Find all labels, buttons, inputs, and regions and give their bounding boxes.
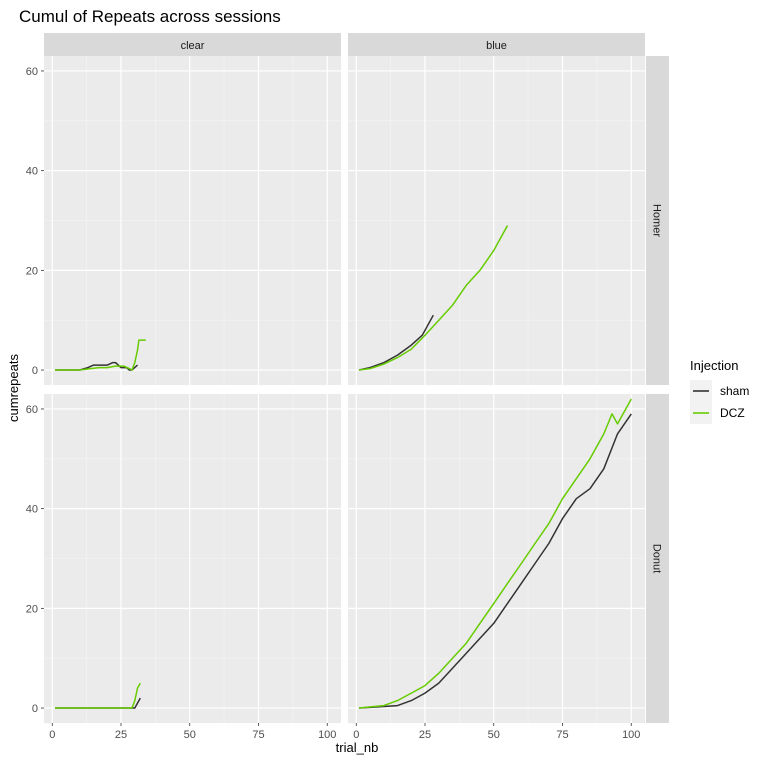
y-tick-label: 60: [26, 404, 38, 416]
x-tick-label: 50: [184, 729, 196, 741]
strip-label: blue: [486, 40, 507, 52]
panel-blue-Donut: 0 25 50 75 100: [348, 394, 645, 741]
series-line-DCZ: [55, 339, 146, 371]
panel-blue-Homer: [348, 56, 645, 385]
series-line-DCZ: [55, 682, 141, 709]
y-tick-label: 40: [26, 504, 38, 516]
x-tick-label: 75: [252, 729, 264, 741]
chart-title: Cumul of Repeats across sessions: [19, 7, 281, 26]
x-tick-label: 0: [49, 729, 55, 741]
x-tick-label: 100: [622, 729, 640, 741]
x-tick-label: 50: [488, 729, 500, 741]
x-tick-label: 25: [115, 729, 127, 741]
panel-clear-Donut: 0 20 40 60 0 25 50 75 100: [26, 394, 341, 741]
y-axis-title: cumrepeats: [6, 354, 21, 422]
y-tick-label: 40: [26, 166, 38, 178]
series-line-DCZ: [358, 398, 632, 709]
strip-label: Donut: [651, 544, 663, 573]
strip-clear: [44, 33, 341, 56]
facet-grid: clear blue Homer Donut 0 20 40 60 0 20 40 60 0 25 50 75…: [26, 33, 669, 741]
series-line-sham: [358, 314, 434, 371]
legend-label-DCZ: DCZ: [720, 406, 745, 420]
x-tick-label: 25: [419, 729, 431, 741]
y-tick-label: 60: [26, 66, 38, 78]
series-line-DCZ: [358, 225, 509, 371]
legend: Injection sham DCZ: [690, 358, 749, 424]
strip-Donut: [646, 394, 669, 723]
legend-label-sham: sham: [720, 384, 749, 398]
y-tick-label: 20: [26, 603, 38, 615]
x-axis-title: trial_nb: [336, 740, 379, 755]
series-line-sham: [358, 413, 632, 709]
strip-Homer: [646, 56, 669, 385]
x-tick-label: 75: [556, 729, 568, 741]
strip-label: clear: [181, 40, 205, 52]
strip-label: Homer: [651, 204, 663, 237]
y-tick-label: 0: [32, 365, 38, 377]
x-tick-label: 0: [353, 729, 359, 741]
x-tick-label: 100: [318, 729, 336, 741]
y-tick-label: 20: [26, 265, 38, 277]
strip-blue: [348, 33, 645, 56]
series-line-sham: [55, 361, 138, 371]
y-tick-label: 0: [32, 703, 38, 715]
legend-title: Injection: [690, 358, 738, 373]
panel-clear-Homer: 0 20 40 60: [26, 56, 341, 385]
